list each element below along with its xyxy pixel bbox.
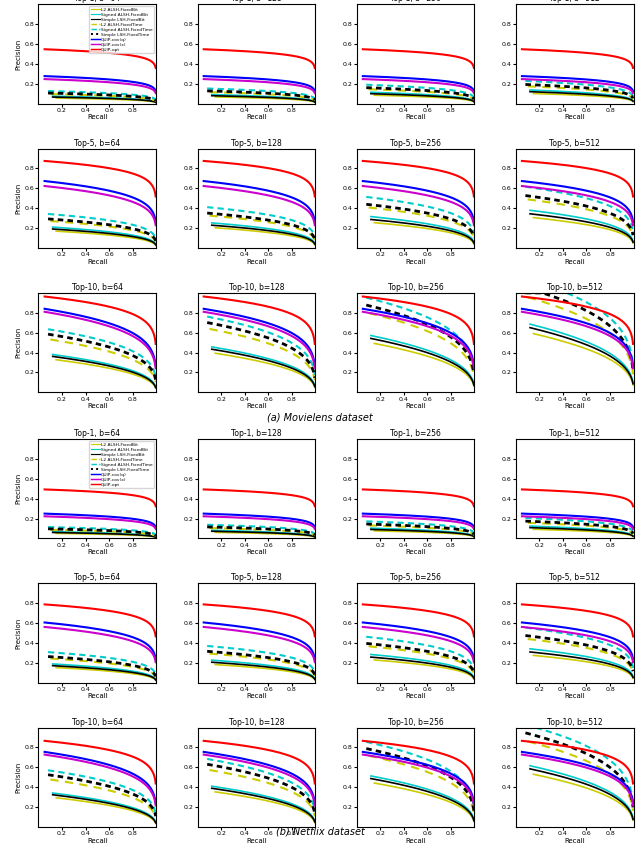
X-axis label: Recall: Recall (564, 694, 585, 700)
Legend: L2 ALSH-FixedBit, Signed ALSH-FixedBit, Simple LSH-FixedBit, L2 ALSH-FixedTime, : L2 ALSH-FixedBit, Signed ALSH-FixedBit, … (90, 7, 154, 53)
Title: Top-10, b=512: Top-10, b=512 (547, 283, 602, 292)
Title: Top-1, b=64: Top-1, b=64 (74, 430, 120, 438)
X-axis label: Recall: Recall (564, 549, 585, 555)
Title: Top-1, b=256: Top-1, b=256 (390, 430, 441, 438)
X-axis label: Recall: Recall (405, 258, 426, 265)
X-axis label: Recall: Recall (246, 694, 267, 700)
X-axis label: Recall: Recall (87, 838, 108, 844)
X-axis label: Recall: Recall (87, 694, 108, 700)
X-axis label: Recall: Recall (246, 838, 267, 844)
Title: Top-10, b=128: Top-10, b=128 (228, 717, 284, 727)
Y-axis label: Precision: Precision (15, 38, 22, 69)
Title: Top-5, b=256: Top-5, b=256 (390, 138, 441, 148)
Title: Top-10, b=256: Top-10, b=256 (388, 283, 444, 292)
Y-axis label: Precision: Precision (15, 327, 22, 358)
X-axis label: Recall: Recall (564, 258, 585, 265)
Title: Top-5, b=512: Top-5, b=512 (549, 573, 600, 582)
Title: Top-5, b=64: Top-5, b=64 (74, 573, 120, 582)
Title: Top-1, b=256: Top-1, b=256 (390, 0, 441, 3)
X-axis label: Recall: Recall (87, 258, 108, 265)
Title: Top-5, b=256: Top-5, b=256 (390, 573, 441, 582)
X-axis label: Recall: Recall (564, 403, 585, 409)
Title: Top-5, b=128: Top-5, b=128 (231, 138, 282, 148)
Y-axis label: Precision: Precision (15, 473, 22, 505)
Title: Top-1, b=128: Top-1, b=128 (231, 430, 282, 438)
X-axis label: Recall: Recall (87, 403, 108, 409)
Y-axis label: Precision: Precision (15, 182, 22, 214)
Title: Top-5, b=512: Top-5, b=512 (549, 138, 600, 148)
Title: Top-1, b=512: Top-1, b=512 (549, 430, 600, 438)
Title: Top-5, b=64: Top-5, b=64 (74, 138, 120, 148)
Y-axis label: Precision: Precision (15, 618, 22, 649)
Title: Top-10, b=512: Top-10, b=512 (547, 717, 602, 727)
Title: Top-1, b=512: Top-1, b=512 (549, 0, 600, 3)
X-axis label: Recall: Recall (405, 549, 426, 555)
Legend: L2 ALSH-FixedBit, Signed ALSH-FixedBit, Simple LSH-FixedBit, L2 ALSH-FixedTime, : L2 ALSH-FixedBit, Signed ALSH-FixedBit, … (90, 441, 154, 488)
Title: Top-10, b=128: Top-10, b=128 (228, 283, 284, 292)
X-axis label: Recall: Recall (405, 838, 426, 844)
Title: Top-1, b=64: Top-1, b=64 (74, 0, 120, 3)
Title: Top-5, b=128: Top-5, b=128 (231, 573, 282, 582)
Title: Top-10, b=256: Top-10, b=256 (388, 717, 444, 727)
X-axis label: Recall: Recall (246, 403, 267, 409)
X-axis label: Recall: Recall (87, 114, 108, 121)
X-axis label: Recall: Recall (246, 549, 267, 555)
Title: Top-10, b=64: Top-10, b=64 (72, 717, 123, 727)
Title: Top-10, b=64: Top-10, b=64 (72, 283, 123, 292)
Text: (b) Netflix dataset: (b) Netflix dataset (276, 826, 364, 836)
X-axis label: Recall: Recall (564, 838, 585, 844)
X-axis label: Recall: Recall (246, 258, 267, 265)
Text: (a) Movielens dataset: (a) Movielens dataset (267, 413, 373, 423)
X-axis label: Recall: Recall (246, 114, 267, 121)
X-axis label: Recall: Recall (564, 114, 585, 121)
X-axis label: Recall: Recall (87, 549, 108, 555)
Y-axis label: Precision: Precision (15, 762, 22, 793)
Title: Top-1, b=128: Top-1, b=128 (231, 0, 282, 3)
X-axis label: Recall: Recall (405, 403, 426, 409)
X-axis label: Recall: Recall (405, 694, 426, 700)
X-axis label: Recall: Recall (405, 114, 426, 121)
